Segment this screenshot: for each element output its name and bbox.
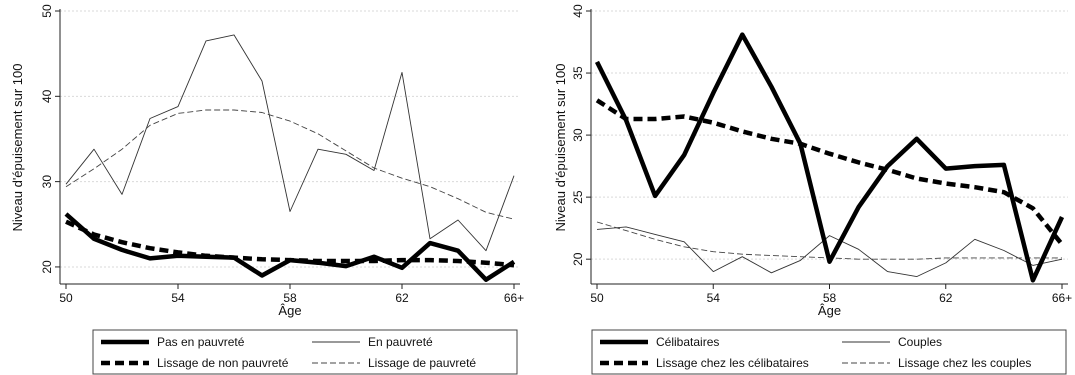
y-tick-label-1: 30 (40, 175, 54, 189)
series-line-2 (65, 34, 515, 252)
legend-label-2: En pauvreté (368, 335, 433, 349)
x-tick-label-2: 58 (283, 291, 297, 305)
series-line-3 (595, 98, 1064, 246)
legend-label-2: Couples (898, 335, 942, 349)
chart-2: 20 25 30 35 40 50 54 58 62 66+ Âge Niveau d'épuisem… (553, 4, 1072, 375)
x-tick-label-1: 54 (171, 291, 185, 305)
legend-label-4: Lissage chez les couples (898, 356, 1031, 370)
x-tick-label-3: 62 (395, 291, 409, 305)
x-tick-label-4: 66+ (1052, 291, 1072, 305)
y-tick-label-4: 40 (571, 4, 585, 18)
series-line-4 (65, 109, 515, 220)
legend-label-1: Pas en pauvreté (157, 335, 245, 349)
legend-label-3: Lissage de non pauvreté (157, 356, 289, 370)
x-tick-label-0: 50 (590, 291, 604, 305)
x-tick-label-1: 54 (707, 291, 721, 305)
series-line-2 (596, 226, 1063, 278)
x-tick-label-0: 50 (59, 291, 73, 305)
legend-frame (92, 329, 518, 375)
y-tick-label-1: 25 (571, 190, 585, 204)
legend-label-4: Lissage de pauvreté (368, 356, 476, 370)
y-tick-label-3: 50 (40, 4, 54, 18)
legend-frame (591, 329, 1067, 375)
x-tick-label-3: 62 (939, 291, 953, 305)
series-line-1 (64, 212, 516, 282)
y-axis-title: Niveau d'épuisement sur 100 (553, 64, 568, 232)
y-axis-title: Niveau d'épuisement sur 100 (10, 64, 25, 232)
y-tick-label-2: 40 (40, 89, 54, 103)
legend-label-3: Lissage chez les célibataires (656, 356, 809, 370)
x-tick-label-2: 58 (823, 291, 837, 305)
legend-label-1: Célibataires (656, 335, 719, 349)
x-tick-label-4: 66+ (504, 291, 524, 305)
x-axis-title: Âge (818, 303, 841, 318)
y-tick-label-3: 35 (571, 66, 585, 80)
y-tick-label-0: 20 (571, 252, 585, 266)
y-tick-label-2: 30 (571, 128, 585, 142)
x-axis-title: Âge (278, 303, 301, 318)
y-tick-label-0: 20 (40, 260, 54, 274)
chart-1: 20 30 40 50 50 54 58 62 66+ Âge Niveau d'épuisemen… (10, 4, 524, 375)
series-line-1 (594, 32, 1065, 283)
